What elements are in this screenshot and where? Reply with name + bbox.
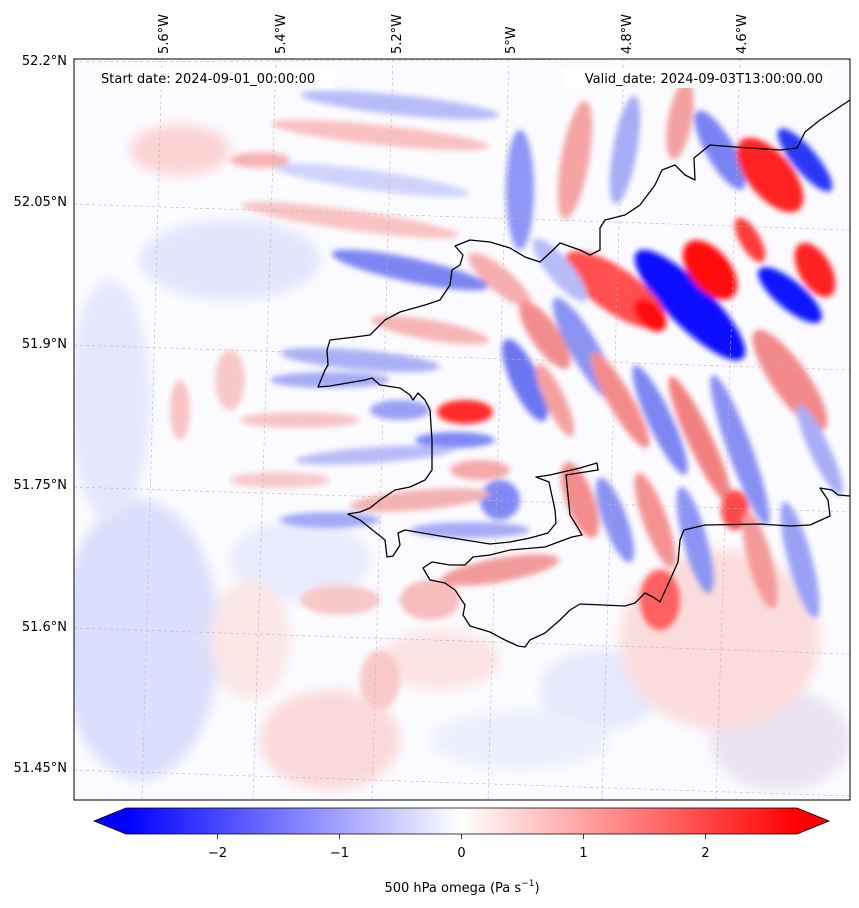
- colorbar-label: 500 hPa omega (Pa s−1): [384, 879, 539, 896]
- colorbar-outline: [92, 807, 831, 835]
- coastline: [317, 99, 850, 648]
- colorbar-label-main: 500 hPa omega (Pa s: [384, 881, 521, 896]
- map-frame: [73, 58, 851, 801]
- lon-label: 5.2°W: [390, 14, 405, 54]
- lon-label: 5.4°W: [274, 14, 289, 54]
- lon-label: 5°W: [504, 26, 519, 54]
- lon-label: 4.6°W: [735, 14, 750, 54]
- start-date-label: Start date: 2024-09-01_00:00:00: [101, 72, 315, 87]
- lon-label: 4.8°W: [620, 14, 635, 54]
- colorbar-gradient: [126, 808, 797, 834]
- colorbar-tick-label: 2: [701, 846, 709, 861]
- lat-labels: 52.2°N 52.05°N 51.9°N 51.75°N 51.6°N 51.…: [14, 54, 67, 776]
- lat-label: 51.6°N: [22, 620, 67, 635]
- start-date-bg: [95, 68, 335, 88]
- colorbar-ticks: −2 −1 0 1 2: [208, 834, 710, 861]
- lon-label: 5.6°W: [157, 14, 172, 54]
- lat-label: 51.75°N: [14, 478, 67, 493]
- lon-labels: 5.6°W 5.4°W 5.2°W 5°W 4.8°W 4.6°W: [157, 14, 750, 54]
- colorbar-tick-label: 0: [457, 846, 465, 861]
- lat-label: 52.05°N: [14, 195, 67, 210]
- valid-date-bg: [563, 68, 829, 88]
- colorbar: −2 −1 0 1 2 500 hPa omega (Pa s−1): [92, 807, 831, 896]
- colorbar-label-exponent: −1: [521, 879, 534, 889]
- colorbar-max-extension: [797, 808, 829, 834]
- valid-date-label: Valid_date: 2024-09-03T13:00:00.00: [585, 72, 823, 87]
- omega-field: Start date: 2024-09-01_00:00:00 Valid_da…: [74, 59, 850, 800]
- lat-label: 51.45°N: [14, 761, 67, 776]
- lat-label: 51.9°N: [22, 337, 67, 352]
- colorbar-tick-label: 1: [579, 846, 587, 861]
- colorbar-tick-label: −2: [208, 846, 227, 861]
- colorbar-tick-label: −1: [330, 846, 349, 861]
- colorbar-label-close: ): [534, 881, 539, 896]
- lat-label: 52.2°N: [22, 54, 67, 69]
- colorbar-min-extension: [94, 808, 126, 834]
